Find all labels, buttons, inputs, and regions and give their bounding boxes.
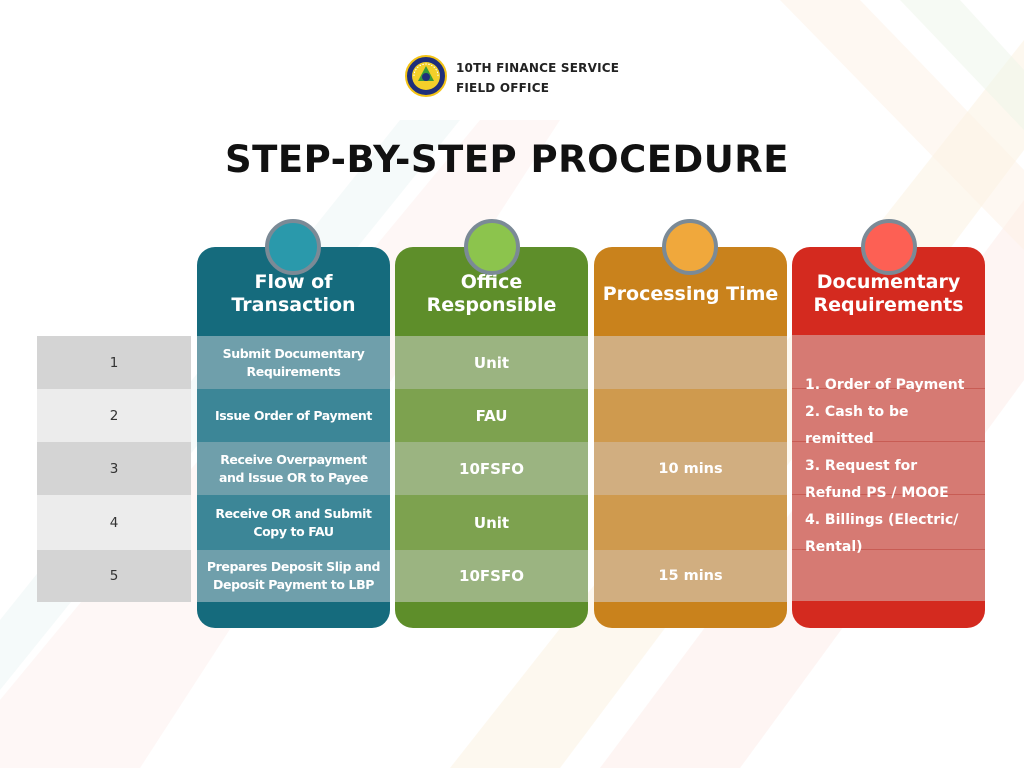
header-line: Transaction	[231, 294, 355, 317]
time-step-5: 15 mins	[594, 550, 787, 602]
seal-logo-icon	[405, 55, 447, 97]
flow-text: and Issue OR to Payee	[219, 469, 368, 487]
time-step-1	[594, 336, 787, 389]
office-header-circle	[464, 219, 520, 275]
document-item: 4. Billings (Electric/	[805, 507, 977, 534]
header-line: Requirements	[813, 294, 963, 317]
flow-text: Prepares Deposit Slip and	[207, 558, 380, 576]
time-step-4	[594, 495, 787, 550]
document-item: remitted	[805, 426, 977, 453]
flow-step-3: Receive Overpayment and Issue OR to Payee	[197, 442, 390, 495]
flow-step-5: Prepares Deposit Slip and Deposit Payment…	[197, 550, 390, 602]
docs-header-circle	[861, 219, 917, 275]
step-number: 4	[37, 495, 191, 550]
page-title: STEP-BY-STEP PROCEDURE	[0, 138, 1014, 181]
flow-text: Copy to FAU	[215, 523, 371, 541]
flow-step-4: Receive OR and Submit Copy to FAU	[197, 495, 390, 550]
time-step-3: 10 mins	[594, 442, 787, 495]
documents-list: 1. Order of Payment 2. Cash to be remitt…	[805, 372, 977, 561]
flow-text: Submit Documentary	[223, 345, 365, 363]
time-header-circle	[662, 219, 718, 275]
office-step-2: FAU	[395, 389, 588, 442]
org-name-line2: FIELD OFFICE	[456, 78, 619, 98]
step-number: 2	[37, 389, 191, 442]
time-step-2	[594, 389, 787, 442]
org-name: 10TH FINANCE SERVICE FIELD OFFICE	[456, 58, 619, 98]
flow-text: Issue Order of Payment	[215, 407, 372, 425]
office-step-5: 10FSFO	[395, 550, 588, 602]
flow-text: Deposit Payment to LBP	[207, 576, 380, 594]
flow-step-2: Issue Order of Payment	[197, 389, 390, 442]
document-item: Refund PS / MOOE	[805, 480, 977, 507]
step-number: 5	[37, 550, 191, 602]
office-step-3: 10FSFO	[395, 442, 588, 495]
column-documentary-requirements: Documentary Requirements 1. Order of Paym…	[792, 247, 985, 628]
flow-header-circle	[265, 219, 321, 275]
column-office-responsible: Office Responsible Unit FAU 10FSFO Unit 1…	[395, 247, 588, 628]
document-item: Rental)	[805, 534, 977, 561]
office-step-1: Unit	[395, 336, 588, 389]
column-flow-of-transaction: Flow of Transaction Submit Documentary Req…	[197, 247, 390, 628]
header-line: Responsible	[427, 294, 557, 317]
document-item: 3. Request for	[805, 453, 977, 480]
step-number: 3	[37, 442, 191, 495]
document-item: 2. Cash to be	[805, 399, 977, 426]
step-number: 1	[37, 336, 191, 389]
org-name-line1: 10TH FINANCE SERVICE	[456, 58, 619, 78]
flow-text: Receive OR and Submit	[215, 505, 371, 523]
document-item: 1. Order of Payment	[805, 372, 977, 399]
header-line: Processing Time	[603, 283, 779, 306]
flow-text: Requirements	[223, 363, 365, 381]
office-step-4: Unit	[395, 495, 588, 550]
flow-step-1: Submit Documentary Requirements	[197, 336, 390, 389]
flow-text: Receive Overpayment	[219, 451, 368, 469]
column-processing-time: Processing Time 10 mins 15 mins	[594, 247, 787, 628]
